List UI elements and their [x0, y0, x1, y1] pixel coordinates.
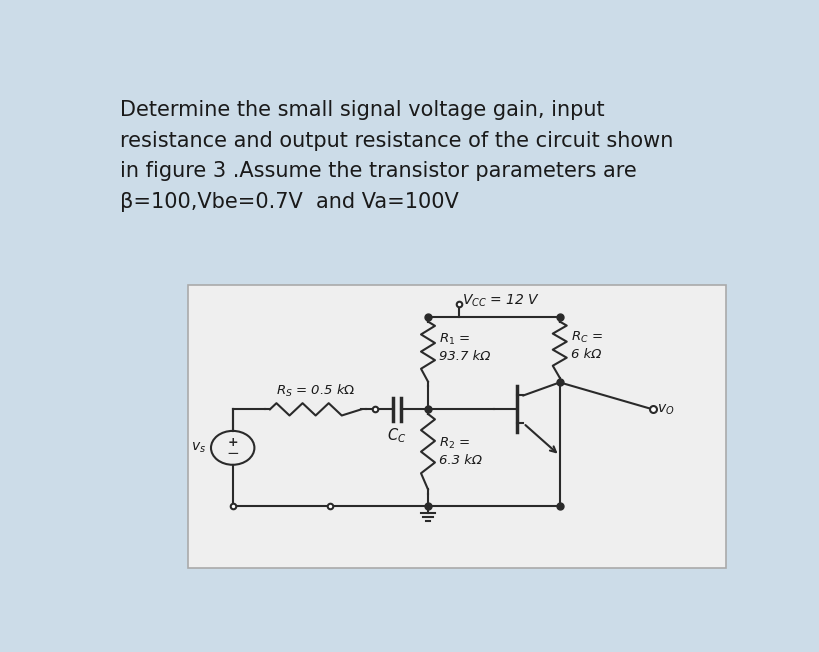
- Text: $R_2$ =
6.3 kΩ: $R_2$ = 6.3 kΩ: [438, 436, 482, 467]
- Text: resistance and output resistance of the circuit shown: resistance and output resistance of the …: [120, 130, 672, 151]
- Text: $R_1$ =
93.7 kΩ: $R_1$ = 93.7 kΩ: [438, 332, 490, 363]
- Text: $R_S$ = 0.5 k$\Omega$: $R_S$ = 0.5 k$\Omega$: [275, 383, 355, 398]
- Text: +: +: [227, 436, 238, 449]
- Text: $R_C$ =
6 kΩ: $R_C$ = 6 kΩ: [570, 331, 602, 361]
- Text: $C_C$: $C_C$: [387, 426, 406, 445]
- Text: β=100,Vbe=0.7V  and Va=100V: β=100,Vbe=0.7V and Va=100V: [120, 192, 458, 212]
- Text: $V_{CC}$ = 12 V: $V_{CC}$ = 12 V: [462, 292, 540, 308]
- Text: Determine the small signal voltage gain, input: Determine the small signal voltage gain,…: [120, 100, 604, 120]
- FancyBboxPatch shape: [188, 285, 726, 568]
- Text: in figure 3 .Assume the transistor parameters are: in figure 3 .Assume the transistor param…: [120, 162, 636, 181]
- Text: $v_O$: $v_O$: [657, 403, 674, 417]
- Text: $v_s$: $v_s$: [191, 441, 206, 455]
- Text: −: −: [226, 447, 239, 462]
